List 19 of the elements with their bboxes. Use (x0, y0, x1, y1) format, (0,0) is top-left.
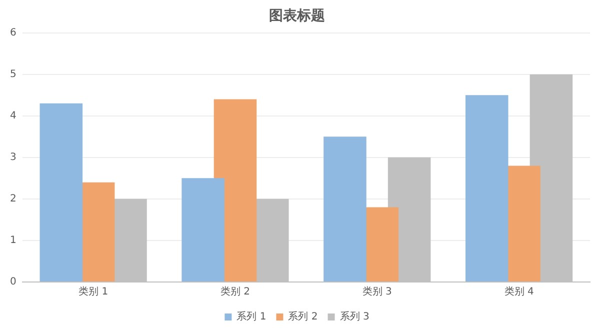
bar (324, 136, 366, 282)
legend-label: 系列 3 (340, 310, 370, 323)
y-tick-label: 3 (10, 152, 16, 163)
y-tick-label: 2 (10, 194, 16, 205)
bar (182, 178, 224, 282)
y-tick-label: 4 (10, 110, 16, 122)
x-tick-label: 类别 3 (362, 286, 392, 298)
y-tick-label: 1 (10, 235, 16, 246)
x-tick-label: 类别 1 (78, 286, 108, 298)
chart-title: 图表标题 (269, 8, 325, 24)
x-tick-label: 类别 4 (504, 286, 534, 298)
y-tick-label: 5 (10, 68, 16, 80)
legend-label: 系列 2 (288, 310, 318, 323)
bar (465, 95, 508, 282)
bar (40, 103, 83, 282)
x-tick-label: 类别 2 (220, 286, 250, 298)
legend-label: 系列 1 (236, 310, 266, 323)
y-tick-label: 0 (10, 276, 16, 288)
y-tick-label: 6 (10, 27, 16, 38)
